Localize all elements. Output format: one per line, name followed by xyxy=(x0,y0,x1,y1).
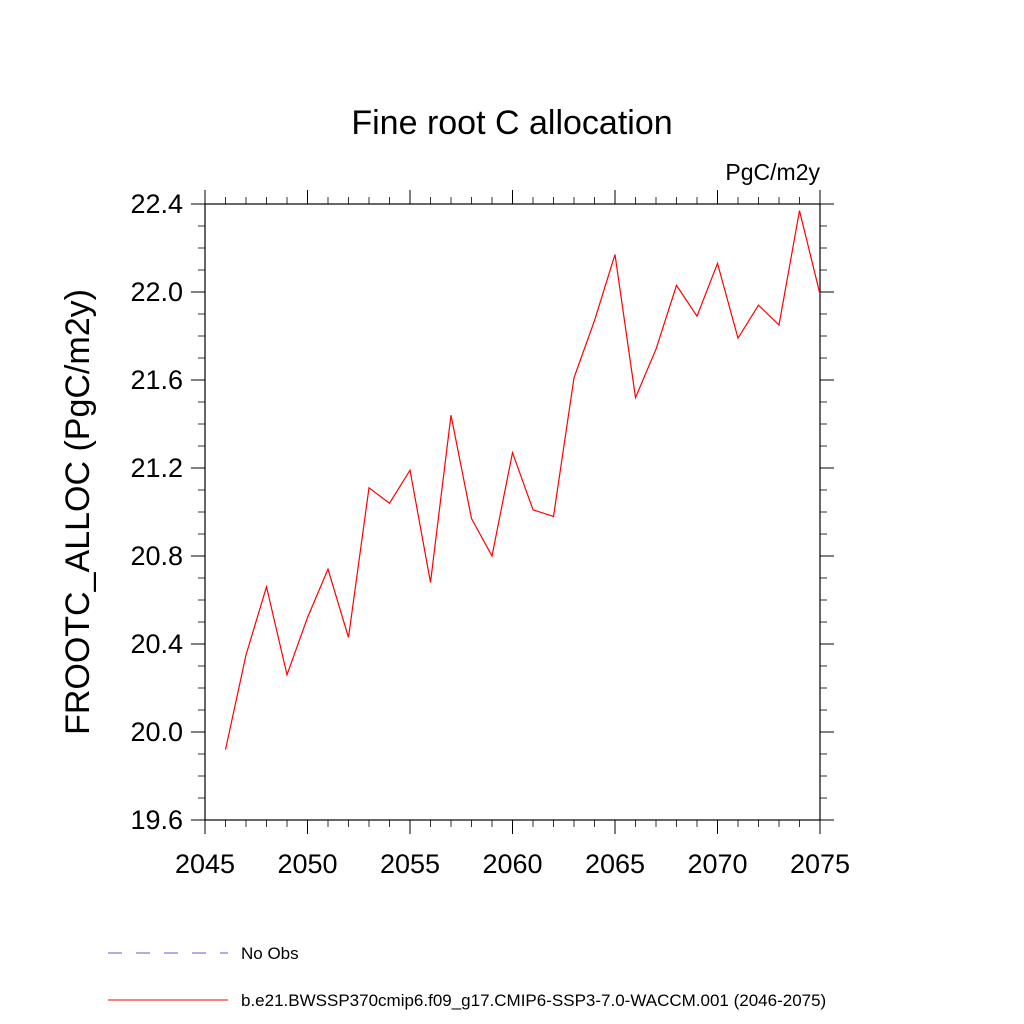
chart-title: Fine root C allocation xyxy=(351,104,672,142)
y-axis-label: FROOTC_ALLOC (PgC/m2y) xyxy=(59,289,97,735)
legend-label: b.e21.BWSSP370cmip6.f09_g17.CMIP6-SSP3-7… xyxy=(241,991,826,1010)
x-tick-label: 2065 xyxy=(585,849,645,879)
y-tick-label: 20.0 xyxy=(130,717,183,747)
series-layer xyxy=(224,210,821,750)
x-tick-label: 2075 xyxy=(790,849,850,879)
y-tick-label: 20.4 xyxy=(130,629,183,659)
y-tick-label: 22.0 xyxy=(130,277,183,307)
units-label: PgC/m2y xyxy=(725,159,820,185)
axis-ticks: 2045 2050 2055 2060 2065 2070 2075 19.6 20.0 20.4… xyxy=(130,189,850,879)
x-tick-label: 2055 xyxy=(380,849,440,879)
y-tick-label: 19.6 xyxy=(130,805,183,835)
legend-label: No Obs xyxy=(241,944,299,963)
series-line xyxy=(224,210,821,750)
y-tick-label: 21.2 xyxy=(130,453,183,483)
plot-frame xyxy=(204,203,821,821)
y-tick-label: 21.6 xyxy=(130,365,183,395)
y-tick-label: 20.8 xyxy=(130,541,183,571)
x-tick-label: 2060 xyxy=(482,849,542,879)
legend: No Obs b.e21.BWSSP370cmip6.f09_g17.CMIP6-… xyxy=(108,944,826,1010)
x-tick-label: 2050 xyxy=(277,849,337,879)
x-tick-label: 2045 xyxy=(175,849,235,879)
y-tick-label: 22.4 xyxy=(130,189,183,219)
x-tick-label: 2070 xyxy=(687,849,747,879)
